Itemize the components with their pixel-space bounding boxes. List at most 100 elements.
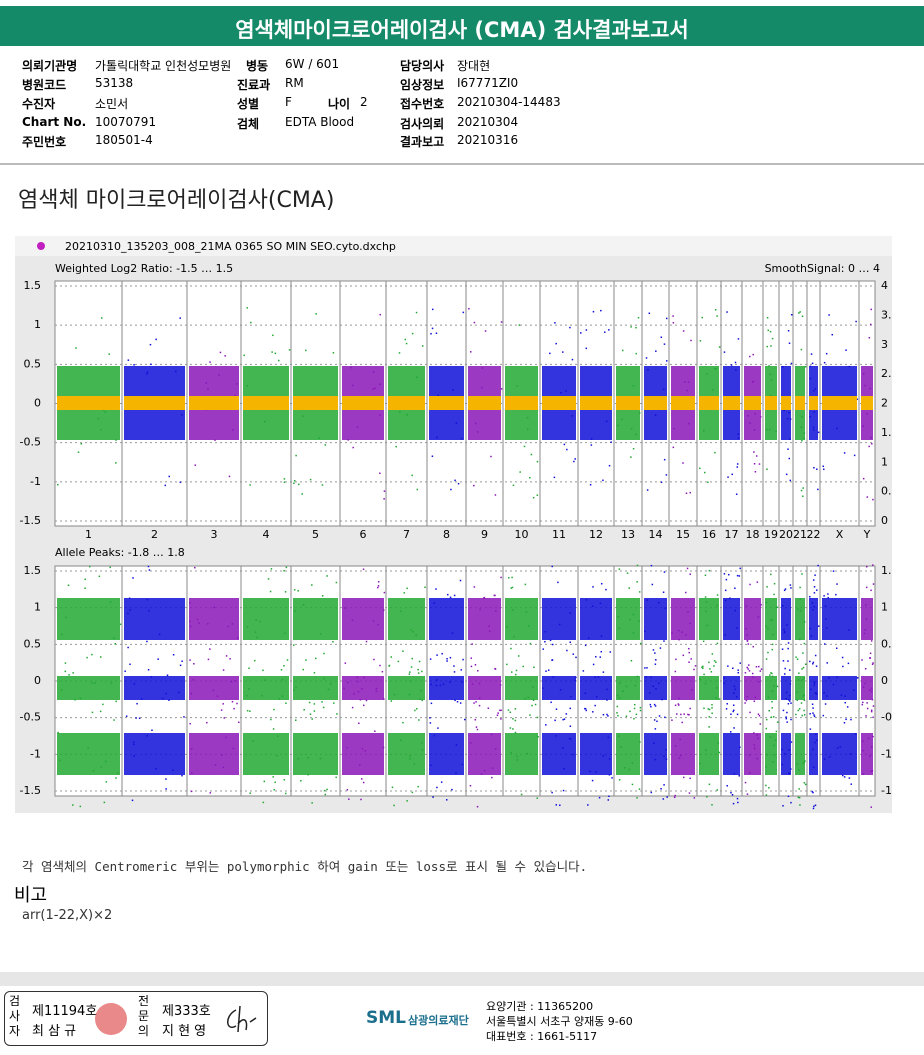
smooth-band bbox=[723, 396, 740, 410]
signal-dot bbox=[524, 583, 527, 586]
signal-dot bbox=[814, 804, 817, 807]
signal-dot bbox=[813, 715, 816, 718]
signal-dot bbox=[283, 778, 286, 781]
signal-dot bbox=[562, 351, 564, 353]
signal-band bbox=[809, 598, 818, 640]
signal-dot bbox=[790, 362, 793, 365]
signal-dot bbox=[769, 674, 771, 676]
signal-dot bbox=[477, 669, 479, 672]
smooth-band bbox=[542, 396, 576, 410]
signal-dot bbox=[861, 659, 863, 661]
signal-dot bbox=[811, 362, 814, 365]
smooth-band bbox=[429, 396, 464, 410]
signal-dot bbox=[433, 602, 435, 604]
signal-dot bbox=[319, 633, 322, 635]
signal-dot bbox=[361, 778, 363, 780]
signal-dot bbox=[663, 784, 665, 786]
signal-dot bbox=[749, 583, 751, 586]
signal-dot bbox=[544, 631, 547, 633]
signal-dot bbox=[711, 389, 714, 391]
signal-dot bbox=[771, 648, 774, 651]
signal-dot bbox=[515, 669, 518, 672]
signal-dot bbox=[278, 359, 280, 362]
signal-dot bbox=[293, 689, 295, 691]
signal-dot bbox=[618, 779, 621, 781]
signal-dot bbox=[319, 757, 322, 760]
signal-dot bbox=[862, 749, 864, 752]
signal-dot bbox=[864, 384, 866, 387]
signal-dot bbox=[284, 632, 286, 634]
signal-dot bbox=[666, 360, 668, 362]
signal-dot bbox=[404, 338, 407, 341]
signal-dot bbox=[866, 565, 868, 568]
signal-dot bbox=[824, 703, 827, 705]
signal-dot bbox=[663, 640, 665, 642]
signal-dot bbox=[263, 679, 266, 681]
signal-dot bbox=[273, 789, 275, 791]
signal-dot bbox=[665, 317, 668, 320]
signal-dot bbox=[716, 315, 718, 317]
signal-dot bbox=[661, 698, 663, 701]
signal-dot bbox=[431, 455, 434, 458]
signal-dot bbox=[771, 619, 774, 621]
signal-dot bbox=[148, 609, 150, 612]
signal-dot bbox=[809, 660, 811, 663]
signal-dot bbox=[744, 781, 747, 784]
signal-dot bbox=[841, 656, 844, 659]
signal-dot bbox=[308, 701, 311, 704]
signal-dot bbox=[718, 751, 721, 754]
signal-dot bbox=[360, 798, 362, 801]
signal-dot bbox=[682, 462, 684, 464]
y2-tick-label: -0.5 bbox=[881, 711, 892, 724]
signal-dot bbox=[813, 592, 816, 594]
signal-dot bbox=[725, 708, 728, 710]
signal-dot bbox=[756, 757, 758, 760]
signal-dot bbox=[569, 725, 572, 728]
signal-dot bbox=[733, 773, 736, 775]
signal-dot bbox=[766, 586, 768, 588]
signal-dot bbox=[537, 735, 539, 738]
signal-dot bbox=[534, 703, 537, 706]
signal-band bbox=[795, 598, 805, 640]
signal-dot bbox=[823, 758, 826, 760]
signal-dot bbox=[803, 642, 806, 645]
signal-dot bbox=[787, 418, 789, 420]
signal-dot bbox=[398, 352, 401, 354]
signal-dot bbox=[803, 677, 806, 679]
signal-dot bbox=[758, 463, 761, 465]
signal-dot bbox=[437, 394, 440, 397]
signal-dot bbox=[420, 689, 422, 692]
signal-band bbox=[644, 676, 667, 700]
signal-dot bbox=[562, 718, 564, 721]
signal-dot bbox=[190, 692, 193, 695]
signal-dot bbox=[602, 713, 605, 716]
signal-dot bbox=[563, 443, 566, 446]
signal-dot bbox=[706, 796, 708, 798]
examiner-no: 제11194호 bbox=[32, 1004, 98, 1019]
signal-dot bbox=[475, 726, 478, 728]
chromosome-label: 14 bbox=[649, 528, 663, 541]
signal-dot bbox=[679, 738, 681, 741]
signal-dot bbox=[560, 392, 562, 394]
signal-dot bbox=[822, 465, 825, 468]
signal-dot bbox=[222, 669, 225, 671]
signal-dot bbox=[868, 445, 870, 448]
signal-dot bbox=[769, 428, 771, 431]
signal-dot bbox=[459, 702, 462, 704]
signal-dot bbox=[815, 739, 818, 742]
signal-dot bbox=[178, 691, 180, 694]
signal-dot bbox=[782, 709, 785, 712]
label: 진료과 bbox=[237, 78, 271, 92]
signal-dot bbox=[468, 307, 470, 310]
signal-dot bbox=[379, 414, 381, 416]
signal-dot bbox=[797, 608, 799, 610]
signal-dot bbox=[769, 736, 772, 738]
signal-dot bbox=[133, 683, 136, 685]
signal-dot bbox=[815, 692, 817, 694]
signal-dot bbox=[243, 354, 245, 357]
signal-dot bbox=[681, 631, 683, 633]
signal-dot bbox=[705, 610, 707, 613]
signal-dot bbox=[313, 703, 316, 705]
signal-dot bbox=[283, 665, 285, 667]
signal-dot bbox=[441, 652, 443, 655]
